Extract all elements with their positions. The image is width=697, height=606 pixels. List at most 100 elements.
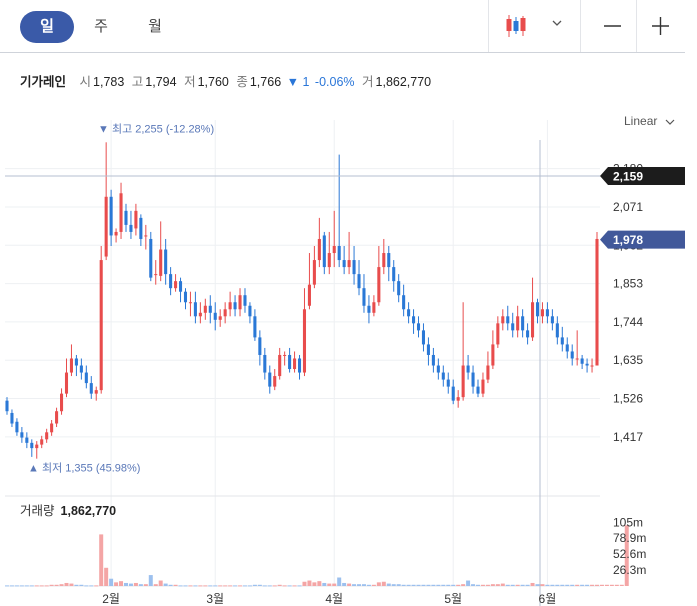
volume-bar bbox=[337, 577, 342, 586]
volume-bar bbox=[168, 584, 173, 586]
volume-bar bbox=[545, 584, 550, 586]
volume-bar bbox=[525, 584, 530, 586]
volume-bar bbox=[178, 585, 183, 587]
candle-body bbox=[545, 309, 549, 317]
volume-bar bbox=[292, 585, 297, 587]
low-marker: ▲ 최저 1,355 (45.98%) bbox=[28, 462, 140, 475]
volume-bar bbox=[441, 584, 446, 586]
low-value: 1,760 bbox=[197, 75, 229, 89]
candle-body bbox=[223, 309, 227, 317]
change-value: ▼ 1 bbox=[286, 75, 310, 89]
candle-body bbox=[178, 281, 183, 292]
change-percent: -0.06% bbox=[314, 75, 355, 89]
candle-body bbox=[446, 379, 450, 387]
candle-body bbox=[104, 196, 108, 257]
candle-body bbox=[302, 309, 307, 373]
volume-bar bbox=[143, 584, 148, 586]
volume-bar bbox=[104, 567, 109, 586]
volume-bar bbox=[9, 585, 14, 587]
toolbar-divider bbox=[488, 0, 489, 52]
candle-body bbox=[84, 372, 88, 384]
candle-body bbox=[129, 224, 133, 232]
volume-bar bbox=[29, 585, 34, 587]
chart-type-button[interactable] bbox=[500, 12, 574, 40]
zoom-out-button[interactable] bbox=[598, 14, 626, 38]
volume-bar bbox=[233, 585, 238, 587]
y-tick-label: 2,180 bbox=[613, 162, 643, 176]
volume-bar bbox=[530, 582, 535, 586]
candle-body bbox=[5, 400, 9, 412]
open-value: 1,783 bbox=[93, 75, 125, 89]
volume-bar bbox=[5, 585, 9, 587]
volume-bar bbox=[79, 584, 84, 586]
candle-body bbox=[119, 193, 123, 232]
volume-bar bbox=[406, 584, 411, 586]
candle-body bbox=[144, 235, 148, 237]
chart-overlay: ▼ 최고 2,255 (-12.28%) ▲ 최저 1,355 (45.98%) bbox=[5, 122, 600, 606]
candle-body bbox=[124, 210, 128, 225]
plus-icon bbox=[652, 17, 669, 35]
candle-body bbox=[367, 305, 371, 313]
volume-bar bbox=[218, 585, 223, 587]
zoom-in-button[interactable] bbox=[647, 14, 675, 38]
volume-bar bbox=[614, 584, 619, 586]
volume-bar bbox=[485, 584, 490, 586]
tab-monthly[interactable]: 월 bbox=[148, 18, 162, 35]
tab-weekly[interactable]: 주 bbox=[94, 18, 108, 35]
candle-body bbox=[342, 260, 346, 268]
volume-bar bbox=[74, 584, 79, 586]
candle-body bbox=[392, 267, 396, 282]
candle-body bbox=[550, 316, 554, 324]
volume-bar bbox=[624, 525, 629, 586]
candle-body bbox=[590, 365, 594, 367]
volume-bar bbox=[99, 534, 104, 586]
volume-bar bbox=[19, 585, 24, 587]
candle-body bbox=[40, 439, 44, 445]
volume-bar bbox=[604, 584, 609, 586]
candle-body bbox=[109, 196, 113, 236]
candle-body bbox=[55, 411, 59, 424]
candle-body bbox=[248, 305, 252, 317]
candle-body bbox=[466, 365, 470, 373]
candle-body bbox=[114, 231, 118, 236]
volume-bar bbox=[213, 585, 218, 587]
candle-body bbox=[322, 235, 326, 268]
volume-bar bbox=[476, 584, 481, 586]
volume-bar bbox=[361, 584, 366, 586]
tab-daily[interactable]: 일 bbox=[20, 11, 74, 43]
candle-body bbox=[228, 302, 232, 310]
volume-bar bbox=[510, 584, 515, 586]
volume-bar bbox=[287, 585, 292, 587]
volume-bar bbox=[436, 584, 441, 586]
volume-bar bbox=[352, 584, 357, 586]
candle-body bbox=[377, 267, 381, 303]
candle-body bbox=[45, 432, 49, 440]
volume-label: 거 bbox=[362, 75, 374, 89]
candlestick-series bbox=[5, 142, 599, 459]
volume-bar bbox=[24, 585, 29, 587]
candle-body bbox=[426, 344, 430, 355]
volume-bar bbox=[153, 584, 158, 586]
volume-bar bbox=[297, 585, 302, 587]
y-tick-label: 1,853 bbox=[613, 277, 643, 291]
candle-body bbox=[238, 295, 242, 310]
candle-body bbox=[139, 217, 143, 239]
candle-body bbox=[159, 249, 163, 276]
candle-body bbox=[560, 337, 564, 345]
volume-bar bbox=[456, 584, 461, 586]
candle-body bbox=[50, 423, 54, 433]
candle-body bbox=[169, 274, 173, 289]
candle-body bbox=[516, 316, 520, 331]
volume-bar bbox=[595, 584, 599, 586]
volume-bar bbox=[520, 584, 525, 586]
chart-toolbar: 일 주 월 bbox=[0, 0, 685, 53]
scale-dropdown[interactable]: Linear bbox=[624, 114, 676, 128]
volume-bar bbox=[565, 584, 570, 586]
stock-name: 기가레인 bbox=[20, 75, 67, 89]
x-tick-label: 2월 bbox=[102, 592, 120, 606]
volume-bar bbox=[391, 584, 396, 586]
volume-bar bbox=[490, 584, 495, 586]
candle-body bbox=[540, 309, 544, 317]
candle-body bbox=[233, 302, 237, 310]
candle-body bbox=[174, 281, 178, 289]
